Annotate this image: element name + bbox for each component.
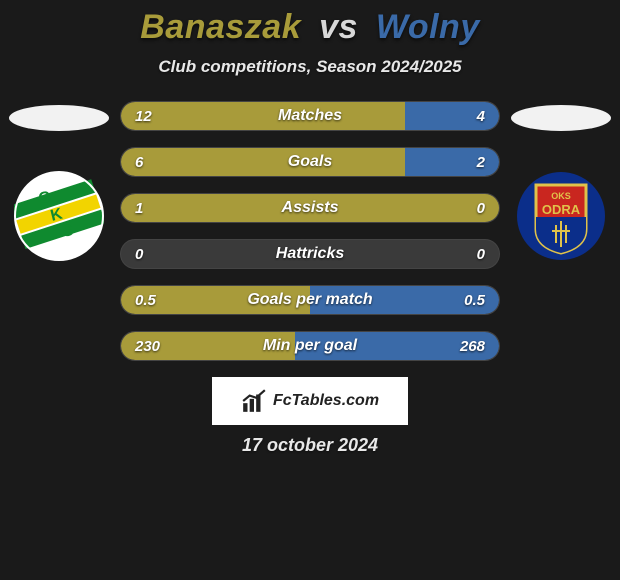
stat-label: Goals: [288, 153, 332, 171]
right-badge-column: OKS ODRA: [502, 101, 620, 261]
stat-right-value: 0: [477, 200, 485, 217]
stat-label: Goals per match: [247, 291, 372, 309]
stat-label: Assists: [282, 199, 339, 217]
left-badge-column: G K S: [0, 101, 118, 261]
right-nation-flag: [511, 105, 611, 131]
stats-bars: 12 4 Matches 6 2 Goals 1 0 Assists 0 0 Hattricks 0.5…: [120, 101, 500, 361]
stat-right-value: 0: [477, 246, 485, 263]
stat-row: 0.5 0.5 Goals per match: [120, 285, 500, 315]
stat-row: 0 0 Hattricks: [120, 239, 500, 269]
stat-left-value: 12: [135, 108, 152, 125]
player2-name: Wolny: [376, 8, 480, 46]
stat-right-value: 4: [477, 108, 485, 125]
branding-text: FcTables.com: [273, 392, 379, 410]
date-text: 17 october 2024: [0, 435, 620, 456]
comparison-card: Banaszak vs Wolny Club competitions, Sea…: [0, 0, 620, 456]
svg-text:OKS: OKS: [551, 191, 571, 201]
branding-box: FcTables.com: [212, 377, 408, 425]
odra-badge-icon: OKS ODRA: [516, 171, 606, 261]
page-title: Banaszak vs Wolny: [0, 8, 620, 47]
stat-label: Hattricks: [276, 245, 344, 263]
stat-row: 1 0 Assists: [120, 193, 500, 223]
svg-text:ODRA: ODRA: [542, 202, 581, 217]
stat-left-value: 6: [135, 154, 143, 171]
right-club-badge: OKS ODRA: [516, 171, 606, 261]
stat-left-value: 0: [135, 246, 143, 263]
stat-right-value: 268: [460, 338, 485, 355]
subtitle: Club competitions, Season 2024/2025: [0, 57, 620, 77]
main-area: G K S OKS ODRA 124Matches62Goals10Assist: [0, 101, 620, 361]
bar-fill-left: [121, 148, 405, 176]
stat-right-value: 0.5: [464, 292, 485, 309]
gks-badge-icon: G K S: [14, 171, 104, 261]
bar-fill-left: [121, 102, 405, 130]
stat-right-value: 2: [477, 154, 485, 171]
stat-label: Min per goal: [263, 337, 357, 355]
stat-row: 6 2 Goals: [120, 147, 500, 177]
left-nation-flag: [9, 105, 109, 131]
player1-name: Banaszak: [140, 8, 301, 46]
stat-label: Matches: [278, 107, 342, 125]
stat-row: 230 268 Min per goal: [120, 331, 500, 361]
stat-left-value: 1: [135, 200, 143, 217]
stat-left-value: 230: [135, 338, 160, 355]
left-club-badge: G K S: [14, 171, 104, 261]
stat-row: 12 4 Matches: [120, 101, 500, 131]
stat-left-value: 0.5: [135, 292, 156, 309]
chart-icon: [241, 388, 267, 414]
vs-text: vs: [319, 8, 358, 46]
